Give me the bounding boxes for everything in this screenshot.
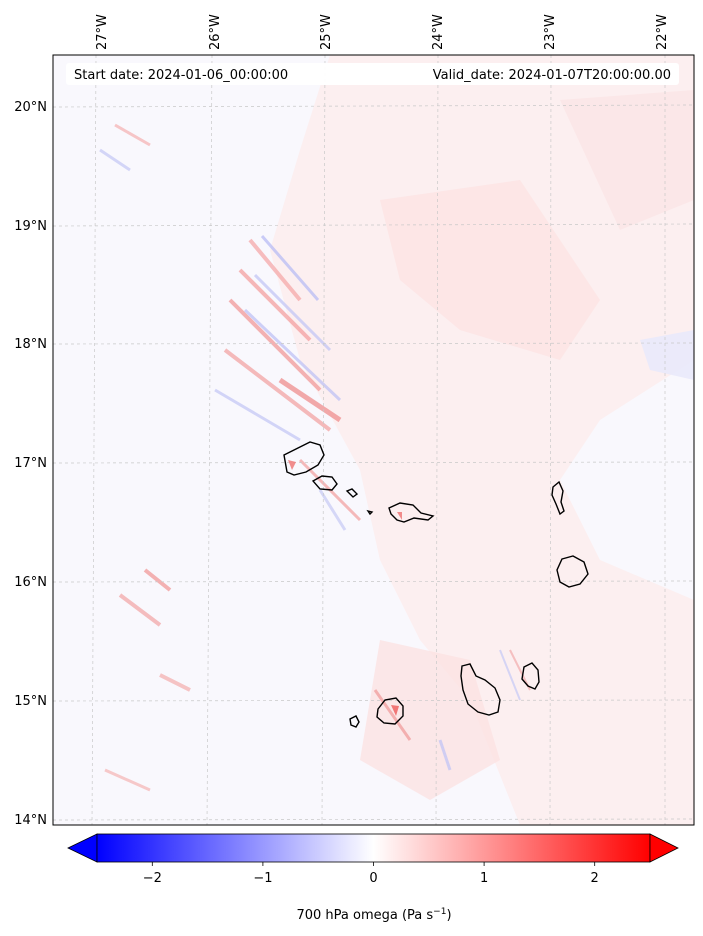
lon-tick-label: 27°W xyxy=(95,14,110,50)
lon-tick-label: 25°W xyxy=(319,14,334,50)
omega-field xyxy=(53,55,694,825)
colorbar-label-exp: −1 xyxy=(433,907,446,917)
island-branco xyxy=(366,509,374,516)
map-frame xyxy=(52,54,695,826)
island-sao-nicolau xyxy=(388,502,435,523)
colorbar-tick-label: 2 xyxy=(591,871,599,886)
island-maio xyxy=(521,662,540,690)
island-sal xyxy=(551,480,565,516)
lon-tick-label: 23°W xyxy=(543,14,558,50)
islands xyxy=(283,441,589,728)
colorbar: −2 −1 0 1 2 700 hPa omega (Pa s−1) xyxy=(67,833,679,923)
lat-tick-label: 20°N xyxy=(14,100,47,115)
start-date-text: Start date: 2024-01-06_00:00:00 xyxy=(74,68,288,83)
colorbar-extend-max xyxy=(649,833,679,863)
lat-tick-label: 16°N xyxy=(14,575,47,590)
colorbar-label: 700 hPa omega (Pa s−1) xyxy=(296,907,451,923)
latitude-labels: 20°N 19°N 18°N 17°N 16°N 15°N 14°N xyxy=(14,100,47,828)
island-brava xyxy=(349,715,360,728)
colorbar-tick-label: −2 xyxy=(143,871,162,886)
colorbar-tick-label: −1 xyxy=(253,871,272,886)
island-fogo xyxy=(376,697,404,725)
lon-tick-label: 24°W xyxy=(431,14,446,50)
lat-tick-label: 18°N xyxy=(14,337,47,352)
colorbar-label-main: 700 hPa omega (Pa s xyxy=(296,908,433,923)
lat-tick-label: 19°N xyxy=(14,219,47,234)
valid-date-text: Valid_date: 2024-01-07T20:00:00.00 xyxy=(433,68,671,83)
island-sao-vicente xyxy=(311,475,338,491)
lon-tick-label: 26°W xyxy=(208,14,223,50)
longitude-labels: 27°W 26°W 25°W 24°W 23°W 22°W xyxy=(95,14,670,50)
lat-tick-label: 15°N xyxy=(14,694,47,709)
lat-tick-label: 17°N xyxy=(14,456,47,471)
colorbar-gradient xyxy=(96,833,651,863)
colorbar-label-tail: ) xyxy=(446,908,451,923)
island-santa-luzia xyxy=(345,488,359,498)
lat-tick-label: 14°N xyxy=(14,813,47,828)
island-santiago xyxy=(460,663,501,716)
colorbar-tick-label: 0 xyxy=(369,871,377,886)
colorbar-extend-min xyxy=(67,833,98,863)
colorbar-ticks: −2 −1 0 1 2 xyxy=(143,862,599,886)
colorbar-tick-label: 1 xyxy=(480,871,488,886)
gridlines xyxy=(52,54,695,826)
island-boa-vista xyxy=(556,555,589,588)
info-box xyxy=(66,63,679,85)
lon-tick-label: 22°W xyxy=(655,14,670,50)
island-santo-antao xyxy=(283,441,325,476)
